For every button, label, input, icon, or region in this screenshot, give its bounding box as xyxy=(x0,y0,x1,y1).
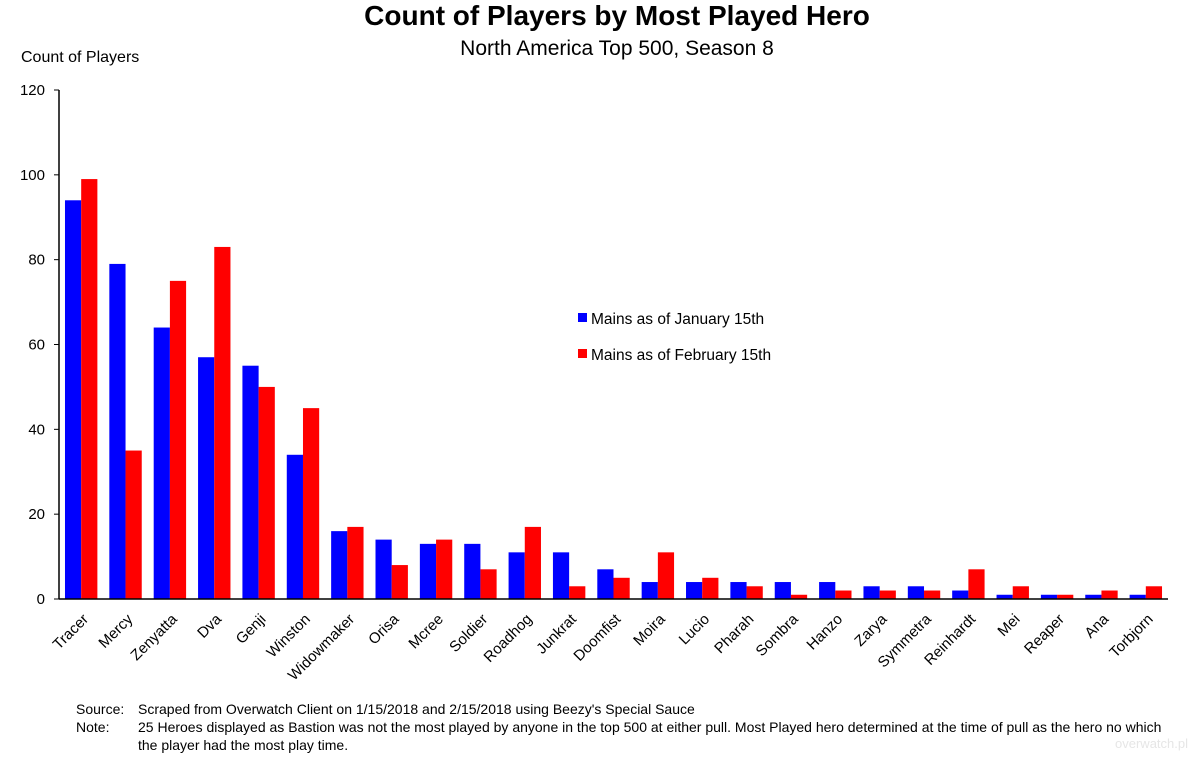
x-tick-label: Genji xyxy=(233,611,270,648)
bar-january-lucio xyxy=(686,582,703,599)
legend-label: Mains as of January 15th xyxy=(591,311,764,328)
bar-january-soldier xyxy=(464,543,481,599)
bar-january-mercy xyxy=(109,263,126,599)
x-tick-label: Mercy xyxy=(95,610,136,651)
x-tick-label: Doomfist xyxy=(570,610,624,664)
bar-february-genji xyxy=(258,386,275,599)
y-tick-label: 60 xyxy=(28,337,45,354)
x-tick-label: Zenyatta xyxy=(127,610,181,664)
bar-january-sombra xyxy=(774,582,791,599)
bar-chart: Count of Players by Most Played Hero Nor… xyxy=(20,0,1168,684)
x-tick-label: Mcree xyxy=(405,611,446,652)
source-row: Source: Scraped from Overwatch Client on… xyxy=(76,700,1176,718)
bar-january-tracer xyxy=(64,200,82,600)
bar-february-mercy xyxy=(125,450,142,599)
legend-label: Mains as of February 15th xyxy=(591,347,771,364)
bar-february-torbjorn xyxy=(1145,586,1163,599)
y-tick-label: 100 xyxy=(20,167,45,184)
bar-february-sombra xyxy=(790,594,808,599)
bar-january-dva xyxy=(198,357,215,599)
y-tick-label: 0 xyxy=(37,591,45,608)
legend: Mains as of January 15th Mains as of Febr… xyxy=(578,311,771,364)
bar-january-roadhog xyxy=(508,552,525,599)
legend-swatch xyxy=(578,349,587,358)
y-axis-ticks: 0 20 40 60 80 100 120 xyxy=(20,82,59,608)
bar-february-junkrat xyxy=(569,586,586,599)
chart-subtitle: North America Top 500, Season 8 xyxy=(460,37,774,60)
bar-january-zenyatta xyxy=(153,327,170,599)
bar-january-doomfist xyxy=(597,569,614,599)
bar-february-tracer xyxy=(81,179,98,599)
bar-january-zarya xyxy=(863,586,880,599)
bar-january-reinhardt xyxy=(952,590,969,599)
bar-february-soldier xyxy=(480,569,497,599)
bar-february-mcree xyxy=(436,539,453,599)
x-tick-label: Roadhog xyxy=(481,611,536,666)
y-tick-label: 40 xyxy=(28,421,45,438)
watermark: overwatch.pl xyxy=(1115,736,1188,751)
bar-february-hanzo xyxy=(835,590,852,599)
x-tick-label: Sombra xyxy=(753,610,803,660)
x-tick-label: Tracer xyxy=(50,611,92,653)
note-row: Note: 25 Heroes displayed as Bastion was… xyxy=(76,718,1176,754)
bar-january-mei xyxy=(996,594,1013,599)
bar-february-pharah xyxy=(746,586,763,599)
bar-january-ana xyxy=(1085,594,1102,599)
bar-january-symmetra xyxy=(907,586,925,599)
bar-february-doomfist xyxy=(613,577,630,599)
y-tick-label: 80 xyxy=(28,252,45,269)
note-text: 25 Heroes displayed as Bastion was not t… xyxy=(138,719,1162,753)
bar-january-widowmaker xyxy=(331,531,348,599)
bar-january-torbjorn xyxy=(1129,594,1146,599)
bar-february-moira xyxy=(657,552,675,599)
bar-february-widowmaker xyxy=(347,526,364,599)
bar-january-hanzo xyxy=(819,582,836,599)
bar-february-symmetra xyxy=(924,590,941,599)
y-tick-label: 20 xyxy=(28,506,45,523)
bar-january-genji xyxy=(242,365,259,599)
x-tick-label: Hanzo xyxy=(803,611,846,654)
bar-february-ana xyxy=(1101,590,1118,599)
x-tick-label: Mei xyxy=(994,611,1023,640)
y-axis-label: Count of Players xyxy=(21,49,139,66)
bar-february-mei xyxy=(1012,586,1029,599)
axes xyxy=(58,90,1168,600)
note-key: Note: xyxy=(76,719,110,735)
x-tick-label: Dva xyxy=(194,610,225,641)
chart-title: Count of Players by Most Played Hero xyxy=(364,0,870,31)
bar-january-reaper xyxy=(1040,594,1058,599)
chart-notes: Source: Scraped from Overwatch Client on… xyxy=(76,700,1176,754)
bar-january-moira xyxy=(641,582,658,599)
x-tick-label: Lucio xyxy=(676,611,713,648)
x-tick-label: Reaper xyxy=(1021,611,1068,658)
legend-swatch xyxy=(578,313,587,322)
bar-january-orisa xyxy=(375,539,392,599)
x-tick-label: Zarya xyxy=(851,610,891,650)
source-key: Source: xyxy=(76,701,125,717)
bar-january-winston xyxy=(286,454,303,599)
bar-february-lucio xyxy=(702,577,719,599)
x-tick-label: Pharah xyxy=(711,611,757,657)
bar-february-roadhog xyxy=(524,526,541,599)
x-tick-label: Orisa xyxy=(365,610,403,648)
bar-february-zarya xyxy=(879,590,896,599)
bar-january-junkrat xyxy=(552,552,570,599)
bar-january-pharah xyxy=(730,582,747,599)
bar-february-reinhardt xyxy=(968,569,985,599)
bar-february-orisa xyxy=(391,565,408,599)
x-tick-label: Moira xyxy=(630,610,669,649)
bar-february-dva xyxy=(214,246,231,600)
bar-february-reaper xyxy=(1057,594,1074,599)
bar-series xyxy=(64,179,1163,600)
y-tick-label: 120 xyxy=(20,82,45,99)
x-tick-label: Torbjorn xyxy=(1106,611,1156,661)
source-text: Scraped from Overwatch Client on 1/15/20… xyxy=(138,701,695,717)
x-tick-label: Ana xyxy=(1081,610,1112,641)
bar-january-mcree xyxy=(419,543,437,599)
bar-february-zenyatta xyxy=(169,280,187,599)
bar-february-winston xyxy=(302,408,320,599)
